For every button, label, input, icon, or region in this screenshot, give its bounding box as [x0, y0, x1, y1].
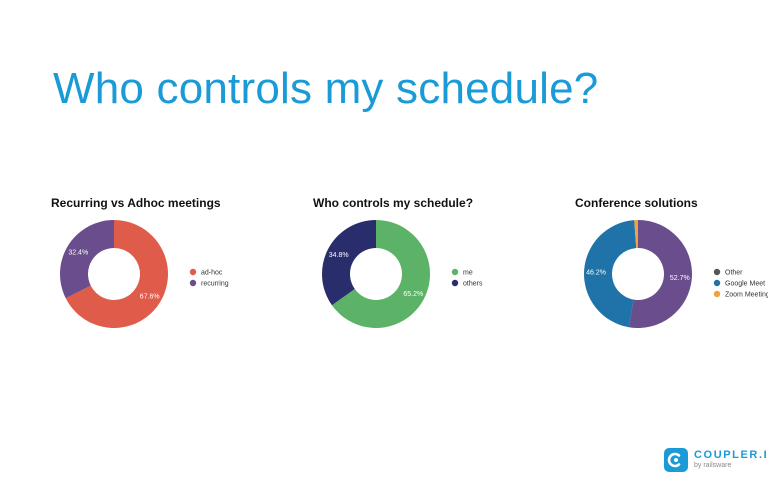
donut-slice-ad-hoc — [65, 220, 168, 328]
slice-value-label: 52.7% — [670, 275, 690, 282]
chart-recurring-vs-adhoc: Recurring vs Adhoc meetings 67.6% 32.4% ad… — [51, 190, 281, 350]
donut-slice-zoom-meeting — [634, 220, 638, 249]
coupler-logo: COUPLER.IO by railsware — [664, 446, 768, 474]
chart-who-controls: Who controls my schedule? 65.2% 34.8% me ot… — [313, 190, 543, 350]
chart-conference-solutions: Conference solutions 52.7% 46.2% Other Goog… — [575, 190, 768, 350]
slice-value-label: 34.8% — [329, 252, 349, 259]
legend-label: others — [463, 281, 483, 288]
legend-swatch — [713, 268, 721, 276]
coupler-logo-icon — [664, 448, 688, 472]
legend-swatch — [189, 279, 197, 287]
legend-swatch — [713, 279, 721, 287]
chart-title: Who controls my schedule? — [313, 196, 474, 210]
slice-value-label: 65.2% — [403, 291, 423, 298]
donut-slice-me — [331, 220, 430, 328]
chart-title: Conference solutions — [575, 196, 698, 210]
donut-slice-google-meet — [584, 220, 637, 328]
donut-chart: 65.2% 34.8% me others — [322, 220, 483, 328]
donut-chart: 67.6% 32.4% ad-hoc recurring — [60, 220, 229, 328]
slice-value-label: 46.2% — [586, 269, 606, 276]
donut-chart: 52.7% 46.2% Other Google Meet Zoom Meeting — [584, 220, 768, 328]
donut-slice-recurring — [60, 220, 114, 299]
legend-label: ad-hoc — [201, 270, 223, 277]
legend-label: me — [463, 270, 473, 277]
donut-slice-others — [322, 220, 376, 306]
legend-swatch — [451, 268, 459, 276]
legend-label: recurring — [201, 281, 229, 288]
chart-title: Recurring vs Adhoc meetings — [51, 196, 221, 210]
legend-swatch — [713, 290, 721, 298]
legend-label: Zoom Meeting — [725, 292, 768, 299]
slice-value-label: 32.4% — [68, 249, 88, 256]
page-headline: Who controls my schedule? — [53, 64, 599, 113]
logo-byline: by railsware — [694, 462, 732, 469]
logo-wordmark: COUPLER.IO — [694, 449, 768, 461]
legend-swatch — [189, 268, 197, 276]
legend-swatch — [451, 279, 459, 287]
legend-label: Other — [725, 270, 743, 277]
slice-value-label: 67.6% — [140, 294, 160, 301]
legend-label: Google Meet — [725, 281, 765, 288]
donut-slice-other — [628, 220, 692, 328]
